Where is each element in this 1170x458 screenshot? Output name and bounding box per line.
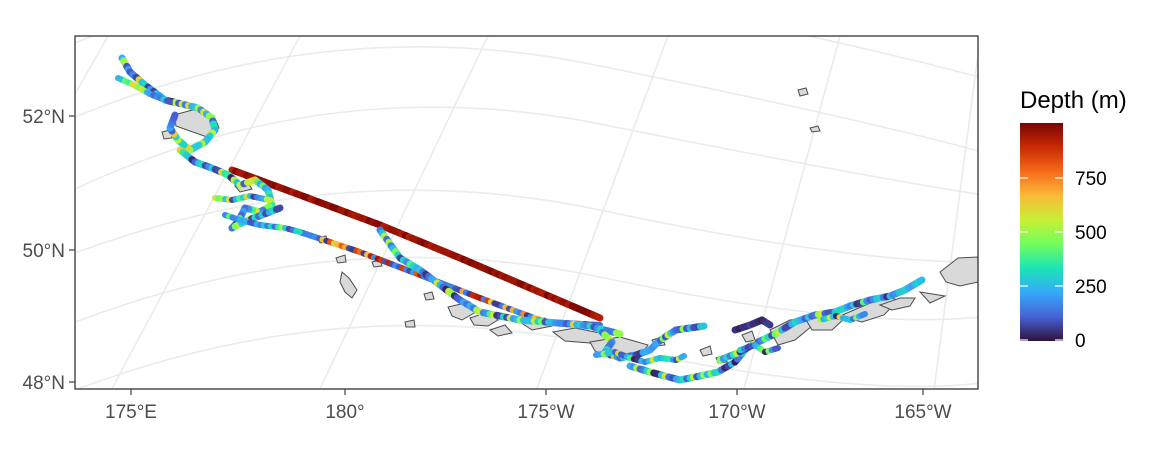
legend-tick-marks (1020, 177, 1063, 341)
track-segment (163, 97, 173, 105)
island (335, 254, 347, 264)
parallel-line (75, 256, 978, 323)
legend-tick-label: 250 (1075, 277, 1107, 298)
island (423, 291, 435, 301)
y-axis-label: 50°N (23, 241, 65, 262)
x-axis-label: 170°W (708, 402, 765, 423)
y-axis-label: 48°N (23, 373, 65, 394)
parallel-line (75, 36, 978, 78)
track-segment (697, 322, 708, 330)
island (699, 345, 713, 357)
island (878, 297, 916, 311)
x-axis-labels: 175°E 180° 175°W 170°W 165°W (105, 402, 952, 423)
track-segment (612, 329, 624, 338)
survey-tracks (115, 54, 926, 384)
legend-tick-label: 500 (1075, 223, 1107, 244)
legend-title: Depth (m) (1020, 87, 1127, 114)
track-segment (916, 276, 926, 285)
track-segment (678, 353, 687, 361)
y-axis-label: 52°N (23, 107, 65, 128)
x-axis-label: 180° (325, 402, 364, 423)
meridian-line (933, 54, 978, 389)
track-segment (593, 313, 604, 322)
track-segment (272, 204, 284, 213)
x-axis-label: 175°E (105, 402, 157, 423)
island (918, 291, 947, 304)
x-axis-label: 165°W (894, 402, 951, 423)
track-segment (263, 196, 273, 203)
parallel-line (75, 45, 978, 152)
island (404, 319, 416, 328)
x-axis-label: 175°W (517, 402, 574, 423)
island (339, 271, 358, 299)
meridian-line (75, 36, 109, 95)
island (809, 125, 821, 133)
axis-ticks (69, 115, 924, 395)
track-segment (170, 111, 179, 122)
meridian-line (535, 36, 669, 389)
island (939, 256, 978, 287)
track-segment (293, 228, 303, 235)
island (488, 324, 513, 337)
meridian-line (742, 36, 841, 389)
parallel-line (75, 106, 978, 195)
map-panel-border (74, 35, 979, 390)
depth-legend: Depth (m) 750 500 250 0 (1020, 87, 1127, 352)
y-axis-labels: 52°N 50°N 48°N (23, 107, 65, 394)
island (797, 87, 809, 97)
meridian-line (318, 36, 489, 389)
meridian-line (110, 36, 301, 389)
parallel-line (75, 189, 978, 263)
legend-tick-label: 0 (1075, 331, 1086, 352)
map-panel (75, 36, 978, 389)
track-segment (763, 319, 774, 329)
graticule-meridians (75, 36, 978, 389)
track-segment (771, 345, 781, 352)
legend-tick-label: 750 (1075, 169, 1107, 190)
track-segment (859, 311, 868, 319)
